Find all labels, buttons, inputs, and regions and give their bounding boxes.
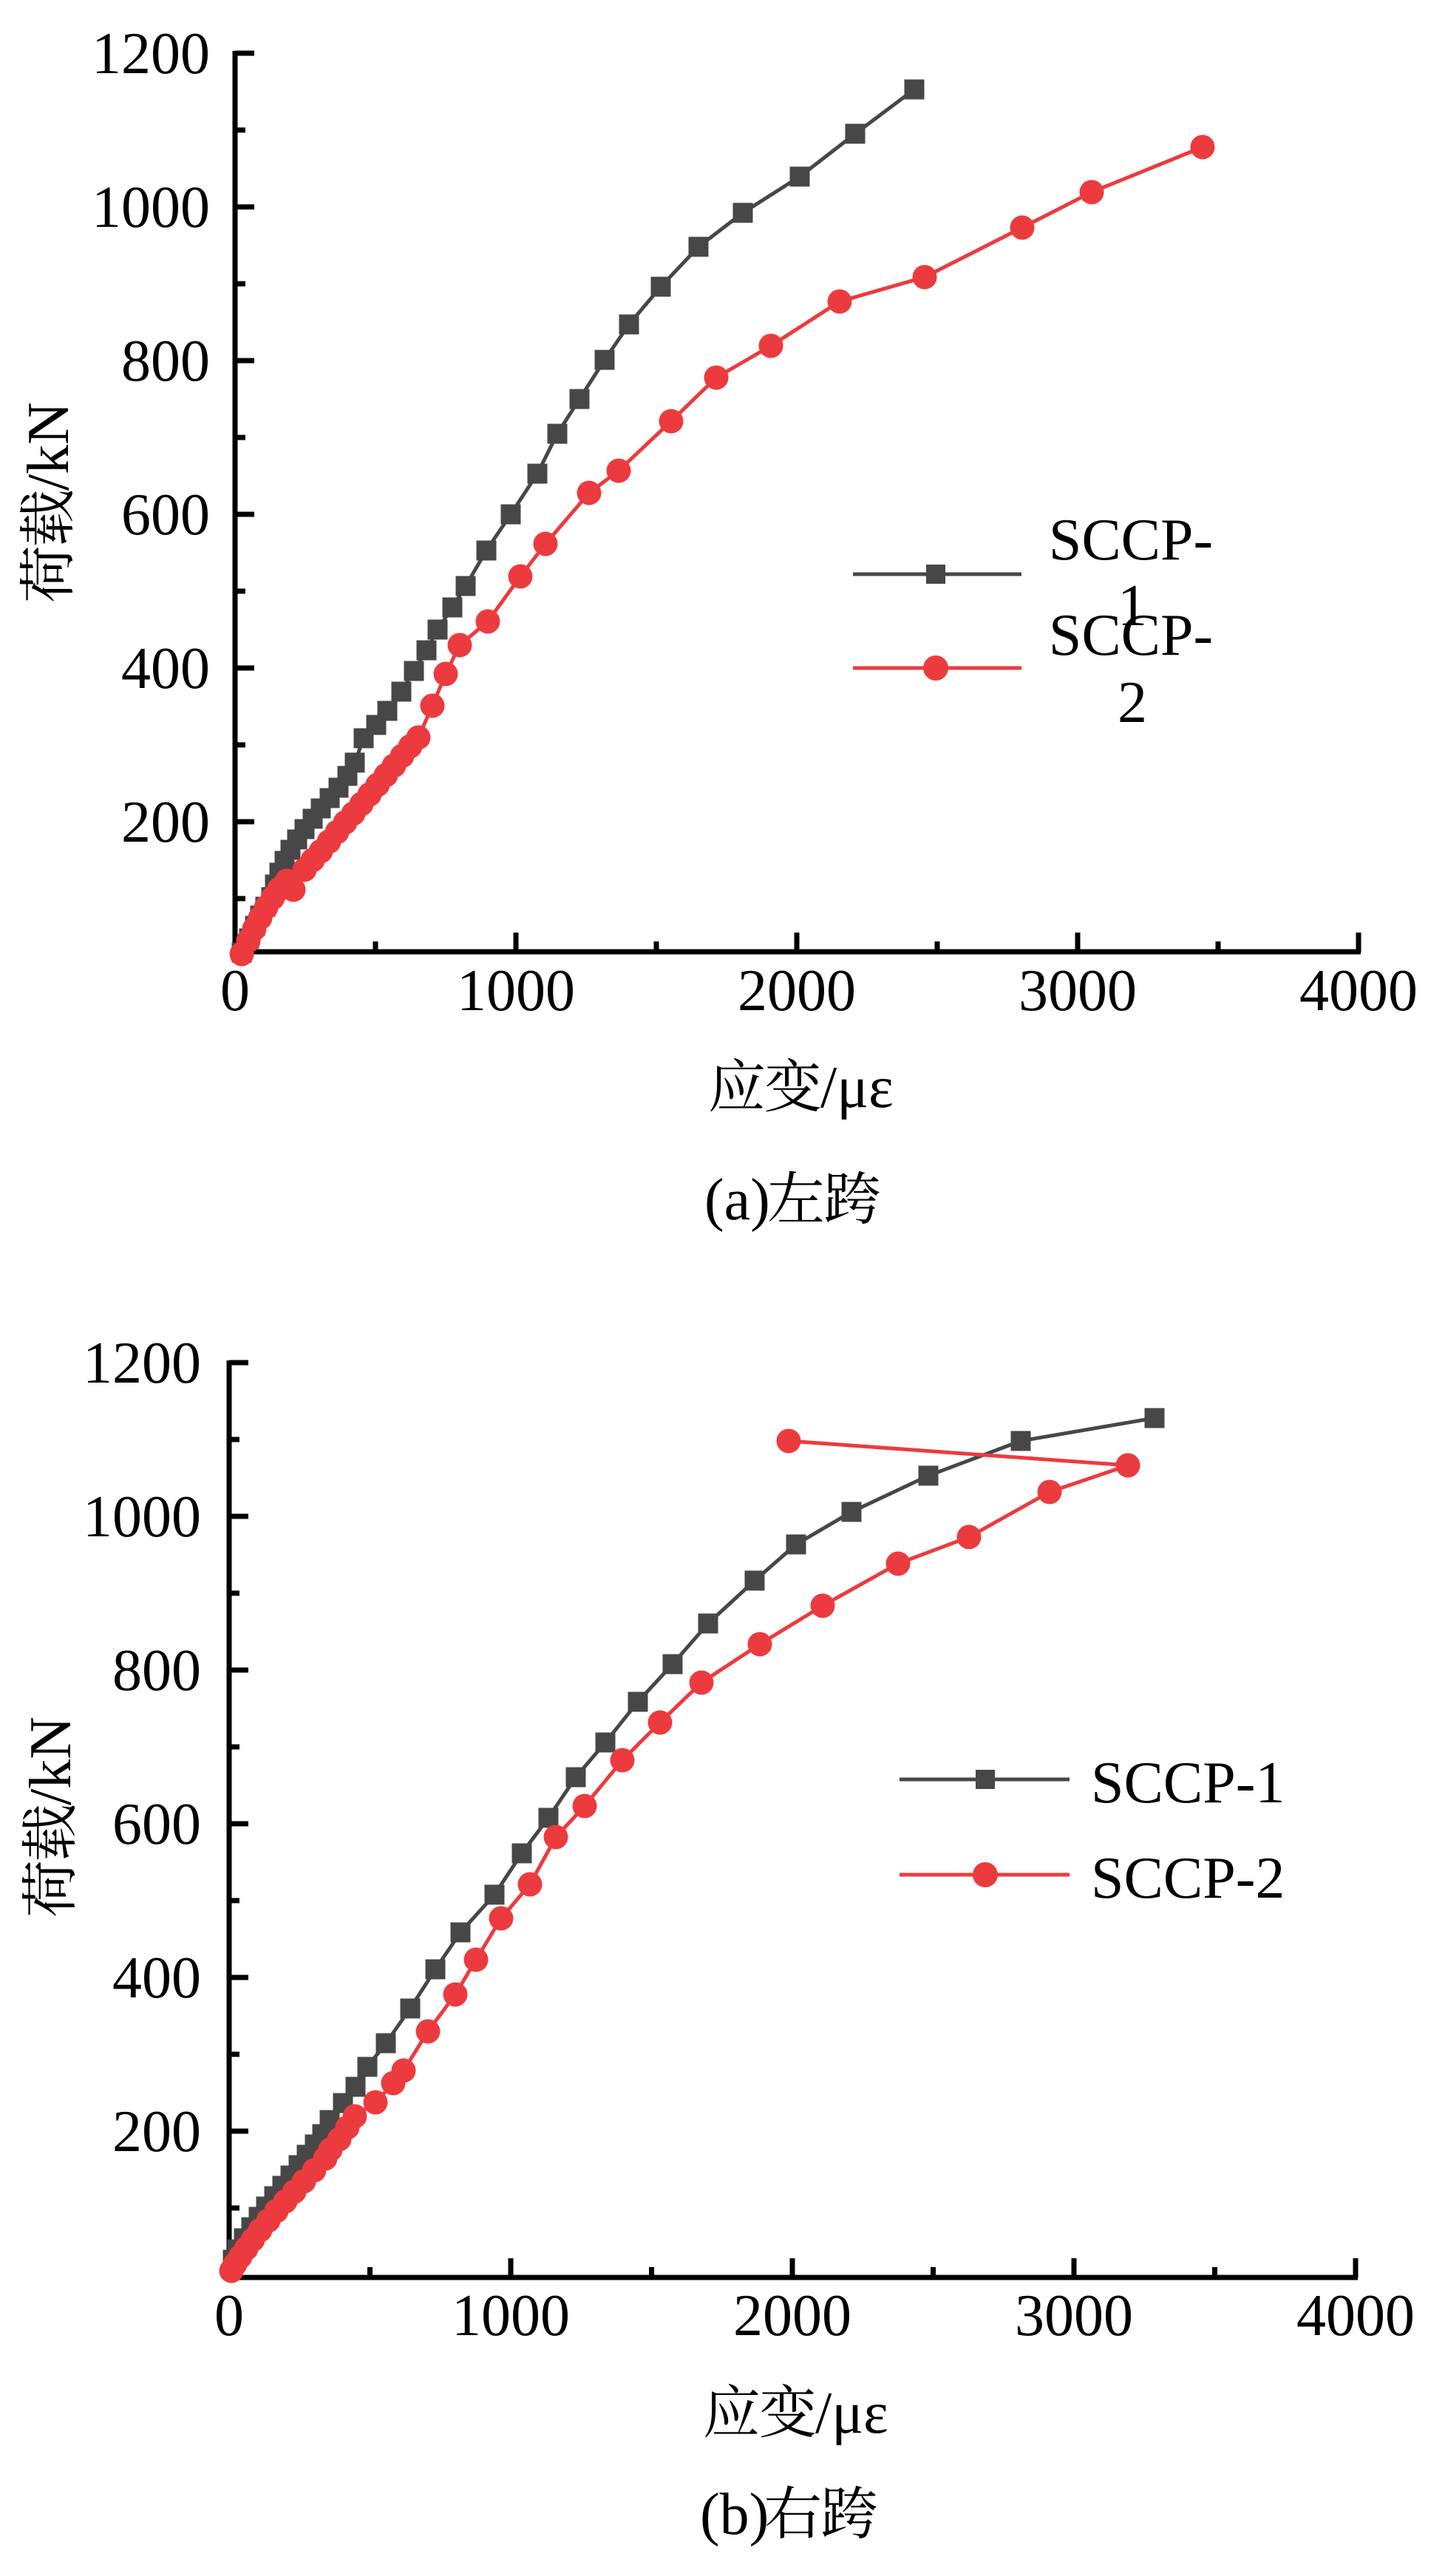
svg-text:(b): (b) (700, 2482, 769, 2547)
svg-text:SCCP-: SCCP- (1049, 508, 1213, 573)
svg-text:4000: 4000 (1299, 958, 1418, 1023)
svg-text:2: 2 (1118, 670, 1147, 735)
svg-text:400: 400 (112, 1946, 201, 2011)
svg-text:800: 800 (112, 1638, 201, 1703)
svg-text:SCCP-: SCCP- (1049, 603, 1213, 668)
svg-text:SCCP-2: SCCP-2 (1091, 1846, 1285, 1911)
svg-text:1000: 1000 (83, 1485, 201, 1550)
svg-text:SCCP-1: SCCP-1 (1091, 1751, 1285, 1816)
svg-text:/με: /με (815, 2381, 888, 2446)
svg-text:0: 0 (214, 2283, 244, 2348)
svg-text:2000: 2000 (733, 2283, 851, 2348)
svg-text:1200: 1200 (83, 1331, 201, 1396)
svg-text:600: 600 (121, 483, 210, 548)
svg-text:/kN: /kN (16, 402, 81, 491)
svg-text:1000: 1000 (457, 958, 575, 1023)
svg-text:400: 400 (121, 636, 210, 701)
svg-text:200: 200 (121, 790, 210, 855)
svg-text:/kN: /kN (18, 1717, 84, 1805)
svg-text:3000: 3000 (1019, 958, 1137, 1023)
svg-text:2000: 2000 (738, 958, 856, 1023)
svg-text:200: 200 (112, 2099, 201, 2164)
svg-text:0: 0 (220, 958, 250, 1023)
svg-text:1000: 1000 (452, 2283, 570, 2348)
svg-text:1: 1 (1118, 573, 1147, 638)
svg-text:(a): (a) (704, 1168, 770, 1233)
svg-text:1200: 1200 (92, 21, 210, 86)
svg-text:4000: 4000 (1296, 2283, 1415, 2348)
svg-text:800: 800 (121, 329, 210, 394)
svg-text:3000: 3000 (1015, 2283, 1133, 2348)
svg-text:600: 600 (112, 1792, 201, 1857)
svg-text:/με: /με (820, 1055, 894, 1120)
svg-text:1000: 1000 (92, 175, 210, 240)
